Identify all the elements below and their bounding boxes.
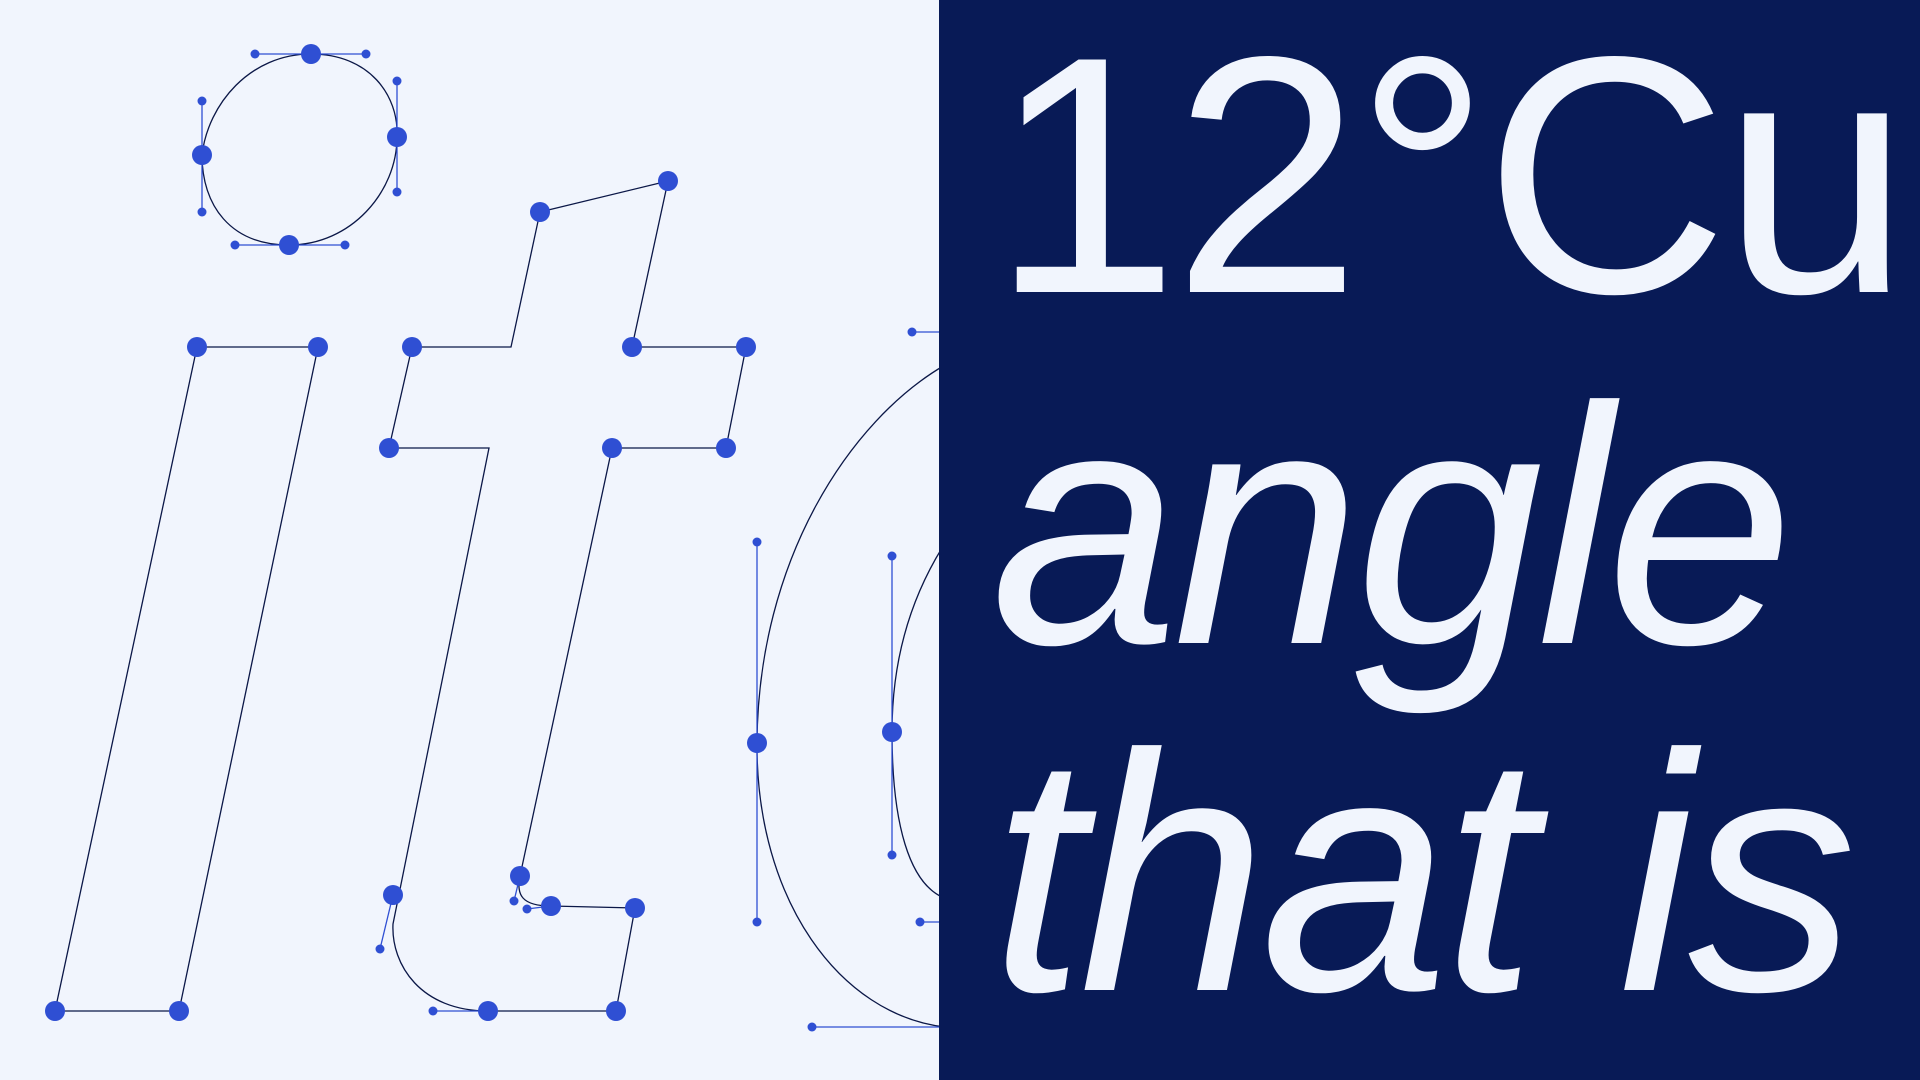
specimen-line-3: that is bbox=[991, 684, 1857, 1062]
bezier-handle bbox=[197, 207, 207, 217]
bezier-point bbox=[625, 898, 645, 918]
glyph-outline-o-outer bbox=[756, 364, 946, 1028]
bezier-point bbox=[279, 235, 299, 255]
bezier-point bbox=[882, 722, 902, 742]
bezier-point bbox=[308, 337, 328, 357]
bezier-point bbox=[45, 1001, 65, 1021]
bezier-point bbox=[606, 1001, 626, 1021]
bezier-point bbox=[622, 337, 642, 357]
bezier-point bbox=[169, 1001, 189, 1021]
bezier-handle bbox=[361, 49, 371, 59]
bezier-point bbox=[747, 733, 767, 753]
bezier-handle bbox=[522, 904, 532, 914]
specimen-line-2: angle bbox=[991, 337, 1794, 715]
bezier-handle bbox=[230, 240, 240, 250]
bezier-handle bbox=[907, 327, 917, 337]
bezier-point bbox=[301, 44, 321, 64]
bezier-point bbox=[602, 438, 622, 458]
glyph-outline-l bbox=[54, 346, 319, 1012]
bezier-handle bbox=[915, 917, 925, 927]
glyph-outline-dot bbox=[201, 53, 398, 246]
glyph-outline-o-inner bbox=[891, 547, 943, 898]
bezier-point bbox=[187, 337, 207, 357]
bezier-point bbox=[478, 1001, 498, 1021]
bezier-point bbox=[716, 438, 736, 458]
bezier-point bbox=[736, 337, 756, 357]
bezier-point bbox=[379, 438, 399, 458]
bezier-handle bbox=[887, 551, 897, 561]
bezier-point bbox=[387, 127, 407, 147]
bezier-handle bbox=[807, 1022, 817, 1032]
bezier-handle bbox=[197, 96, 207, 106]
bezier-handle bbox=[752, 537, 762, 547]
bezier-point bbox=[510, 866, 530, 886]
bezier-handle bbox=[428, 1006, 438, 1016]
bezier-handle bbox=[752, 917, 762, 927]
bezier-handle bbox=[887, 850, 897, 860]
bezier-point bbox=[658, 171, 678, 191]
bezier-handle bbox=[392, 76, 402, 86]
glyph-outline-t bbox=[388, 180, 747, 1012]
bezier-handle bbox=[375, 944, 385, 954]
bezier-handle bbox=[509, 896, 519, 906]
bezier-point bbox=[402, 337, 422, 357]
bezier-point bbox=[530, 202, 550, 222]
bezier-point bbox=[192, 145, 212, 165]
bezier-point bbox=[541, 896, 561, 916]
type-specimen-panel: 12°Cu angle that is bbox=[939, 0, 1920, 1080]
specimen-line-1: 12°Cu bbox=[991, 0, 1910, 364]
bezier-handle bbox=[340, 240, 350, 250]
bezier-point bbox=[383, 885, 403, 905]
bezier-handle bbox=[392, 187, 402, 197]
bezier-handle bbox=[250, 49, 260, 59]
